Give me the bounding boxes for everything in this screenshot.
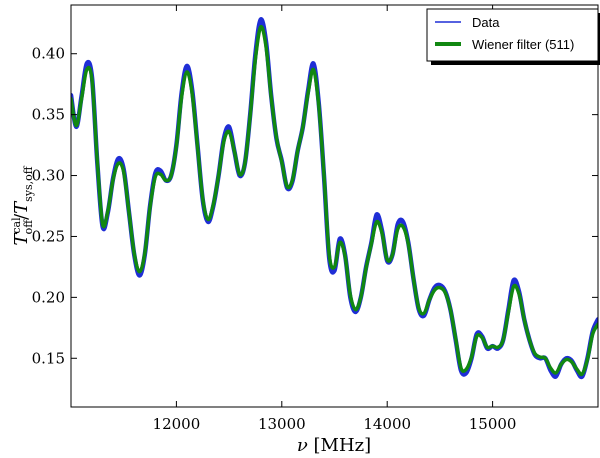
y-tick-label: 0.20: [32, 288, 65, 306]
plot-frame: [70, 4, 599, 408]
plot-area: [71, 5, 598, 407]
legend-box: [426, 8, 599, 62]
series-line-wiener-filter: [71, 24, 598, 377]
y-tick-label: 0.15: [32, 349, 65, 367]
legend-label-data: Data: [472, 15, 500, 30]
y-tick-label: 0.30: [32, 167, 65, 185]
legend-label-wiener: Wiener filter (511): [472, 37, 574, 52]
y-tick-label: 0.40: [32, 45, 65, 63]
x-tick-label: 15000: [469, 415, 517, 433]
y-axis-label: Tcaloff/Tsys,off: [10, 165, 35, 245]
legend: Data Wiener filter (511): [426, 8, 600, 65]
y-tick-label: 0.25: [32, 227, 65, 245]
x-tick-label: 12000: [153, 415, 201, 433]
x-tick-label: 14000: [363, 415, 411, 433]
y-tick-label: 0.35: [32, 106, 65, 124]
x-axis-label: ν [MHz]: [297, 435, 371, 456]
x-tick-label: 13000: [258, 415, 306, 433]
